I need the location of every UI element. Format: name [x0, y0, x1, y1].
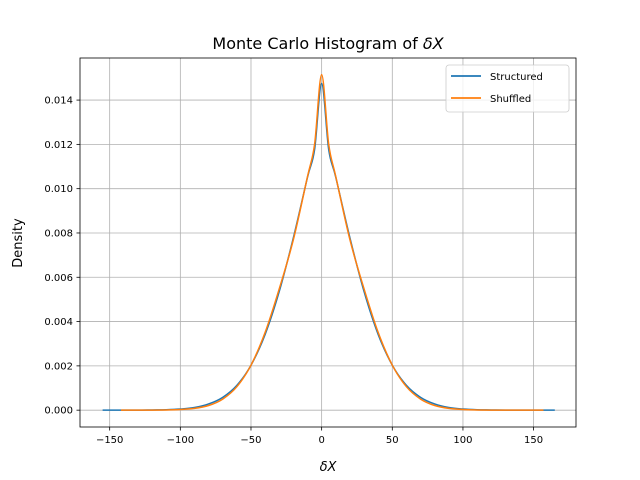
grid — [80, 58, 576, 427]
y-axis-label: Density — [11, 218, 26, 268]
y-tick-label: 0.012 — [44, 140, 73, 151]
legend-label-shuffled: Shuffled — [490, 94, 531, 105]
y-tick-label: 0.002 — [44, 361, 73, 372]
chart-title: Monte Carlo Histogram of δX — [212, 34, 444, 53]
x-tick-label: −150 — [96, 435, 123, 446]
y-tick-label: 0.014 — [44, 96, 73, 107]
x-tick-label: −100 — [167, 435, 194, 446]
x-axis-label: δX — [320, 460, 338, 475]
x-tick-label: 150 — [524, 435, 543, 446]
x-tick-label: 50 — [386, 435, 399, 446]
series-line-shuffled — [120, 73, 544, 411]
y-tick-label: 0.004 — [44, 317, 73, 328]
plot-area — [102, 73, 555, 411]
legend-label-structured: Structured — [490, 72, 543, 83]
y-tick-label: 0.010 — [44, 184, 73, 195]
x-tick-label: 0 — [318, 435, 324, 446]
x-tick-label: −50 — [240, 435, 261, 446]
series-line-structured — [102, 82, 555, 411]
y-tick-label: 0.000 — [44, 406, 73, 417]
x-tick-label: 100 — [453, 435, 472, 446]
chart-title-text: Monte Carlo Histogram of — [212, 34, 422, 53]
axis-ticks: −150 −100 −50 0 50 100 150 0.000 0.002 0.004 0.006… — [44, 96, 543, 446]
y-tick-label: 0.006 — [44, 273, 73, 284]
y-tick-label: 0.008 — [44, 228, 73, 239]
axes-frame — [79, 57, 577, 428]
chart-title-symbol: δX — [423, 34, 445, 53]
legend: Structured Shuffled — [445, 64, 570, 113]
